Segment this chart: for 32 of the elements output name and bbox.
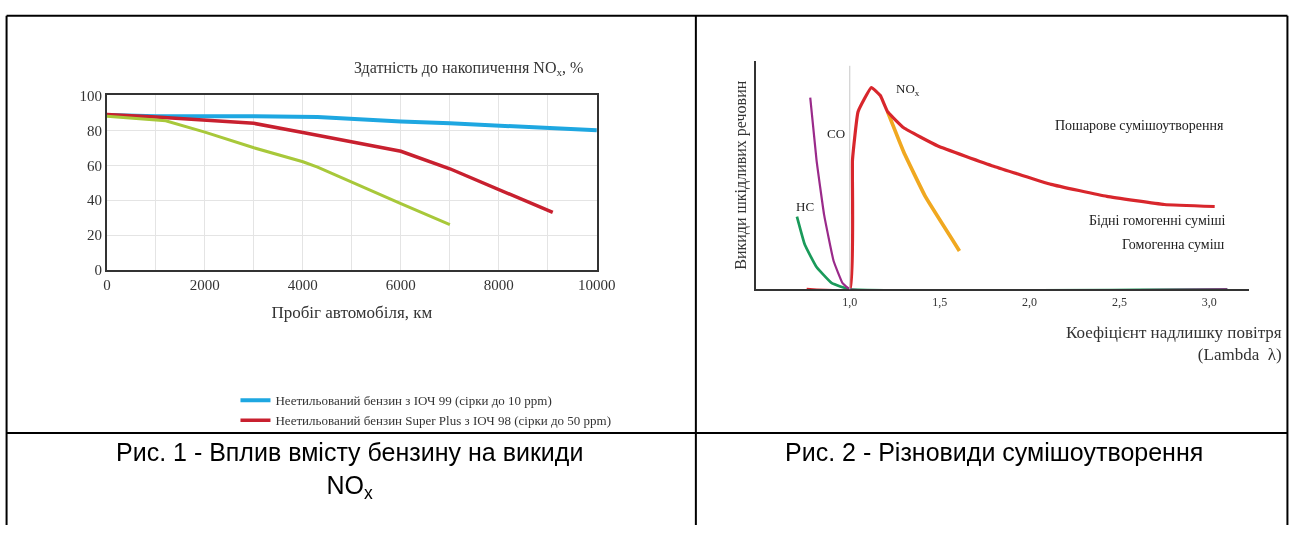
annotation: NO$_{x}$ (896, 81, 920, 98)
y-axis-title: Викиди шкідливих речовин (731, 80, 750, 270)
x-tick-label: 1,5 (932, 294, 948, 309)
x-tick-label: 8000 (483, 277, 514, 294)
y-tick-label: 0 (94, 262, 102, 279)
legend-label: Неетильований бензин з ІОЧ 99 (сірки до 10 ppm) (275, 393, 552, 409)
x-axis-title: Пробіг автомобіля, км (271, 303, 433, 323)
x-tick-label: 3,0 (1201, 294, 1217, 309)
y-tick-label: 100 (79, 87, 102, 104)
legend-label: Неетильований бензин Super Plus з ІОЧ 98 (сірки до 50 ppm) (275, 413, 612, 429)
x-tick-label: 4000 (287, 277, 318, 294)
annotation: Гомогенна суміш (1122, 237, 1225, 252)
y-tick-label: 20 (86, 227, 102, 244)
x-tick-label: 2,5 (1111, 294, 1127, 309)
y-tick-label: 60 (86, 157, 102, 174)
x-tick-label: 2000 (189, 277, 220, 294)
annotation: CO (827, 126, 846, 141)
y-tick-label: 80 (86, 122, 102, 139)
y-tick-label: 40 (86, 192, 102, 209)
annotation: Бідні гомогенні суміші (1089, 213, 1226, 228)
x-tick-label: 6000 (385, 277, 416, 294)
x-tick-label: 10000 (578, 277, 616, 294)
line-series (106, 114, 452, 227)
annotation: Пошарове сумішоутворення (1055, 118, 1225, 133)
line-series (106, 112, 555, 215)
annotation: HC (796, 199, 815, 214)
x-axis-title: Коефіцієнт надлишку повітря (Lambda λ) (1066, 323, 1282, 365)
x-tick-label: 1,0 (842, 294, 858, 309)
x-tick-label: 2,0 (1022, 294, 1038, 309)
text: Рис. 1 - Вплив вмісту бензину на викиди NO$_{x}$ (116, 438, 584, 503)
chart-title: Здатність до накопичення NO$_{x}$, % (354, 59, 584, 79)
text: Рис. 2 - Різновиди сумішоутворення (785, 438, 1204, 466)
